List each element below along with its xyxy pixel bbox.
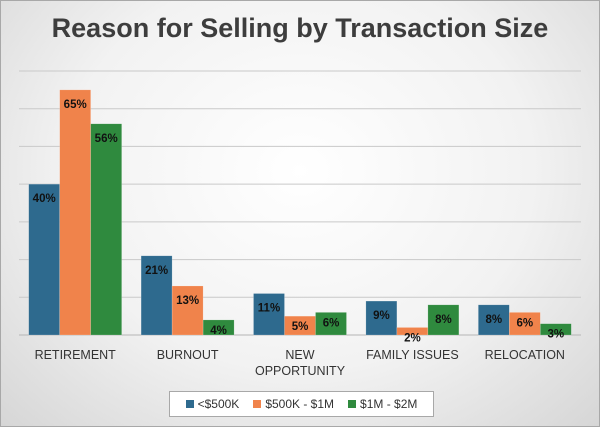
data-label: 65% [64,99,87,111]
data-label: 6% [323,317,340,329]
bar [140,255,173,336]
data-label: 3% [547,329,564,341]
data-label: 40% [33,193,56,205]
data-label: 11% [258,303,280,315]
data-label: 2% [404,332,421,344]
data-label: 4% [210,325,227,337]
data-label: 56% [95,133,118,145]
chart-title: Reason for Selling by Transaction Size [51,13,549,43]
x-tick-label: FAMILY ISSUES [366,348,459,362]
x-tick-label: NEW [285,348,314,362]
bar [365,300,398,336]
legend-label: $1M - $2M [360,397,418,411]
x-tick-label: RETIREMENT [35,348,117,362]
legend: <$500K $500K - $1M $1M - $2M [169,391,434,417]
legend-swatch [253,400,262,408]
legend-label: <$500K [197,397,240,411]
bar [253,293,285,336]
legend-entry: $1M - $2M [348,397,417,411]
bar [90,123,122,336]
data-label: 5% [292,321,309,333]
bar [427,304,460,336]
bar [59,89,91,336]
bar [28,183,60,336]
data-label: 8% [435,314,452,326]
legend-swatch [185,400,194,408]
legend-label: $500K - $1M [265,397,335,411]
data-label: 9% [373,310,390,322]
data-label: 13% [176,295,199,307]
data-label: 8% [485,314,502,326]
legend-swatch [348,400,357,408]
x-tick-label: RELOCATION [485,348,565,362]
legend-entry: $500K - $1M [253,397,334,411]
bar [171,285,204,336]
bar [315,312,347,336]
data-label: 6% [516,317,533,329]
bar [478,304,510,336]
bar [540,323,572,336]
data-label: 21% [145,265,168,277]
x-tick-label: OPPORTUNITY [255,364,346,378]
bar [202,319,235,336]
x-tick-label: BURNOUT [157,348,219,362]
legend-entry: <$500K [185,397,240,411]
